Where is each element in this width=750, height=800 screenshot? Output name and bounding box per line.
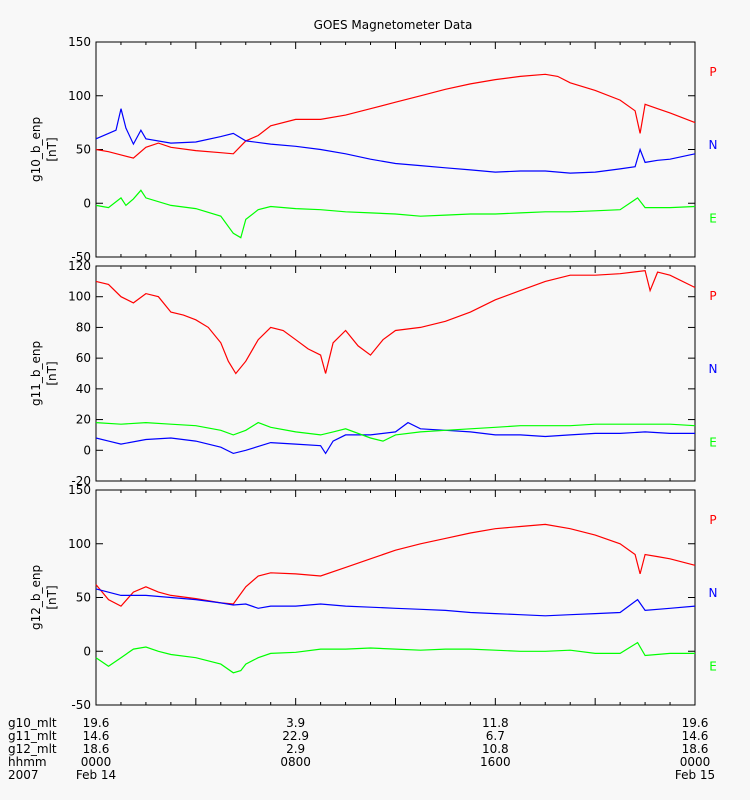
y-tick-label: 40 xyxy=(76,382,91,396)
y-tick-label: 100 xyxy=(68,537,91,551)
y-axis-unit: [nT] xyxy=(45,585,59,609)
legend-P: P xyxy=(709,513,716,527)
time-row-value: 11.8 xyxy=(482,716,509,730)
time-row-value: 19.6 xyxy=(682,716,709,730)
y-axis-label: g11_b_enp xyxy=(29,341,43,406)
time-row-value: 3.9 xyxy=(286,716,305,730)
y-tick-label: 50 xyxy=(76,143,91,157)
time-row-label: g11_mlt xyxy=(8,729,57,743)
legend-P: P xyxy=(709,289,716,303)
panel-0: -50 0 50 100 150 g10_b_enp [nT] P N E xyxy=(29,35,717,264)
y-tick-label: 120 xyxy=(68,259,91,273)
legend-N: N xyxy=(709,586,718,600)
panel-frame xyxy=(95,265,696,482)
y-tick-label: 0 xyxy=(83,443,91,457)
y-tick-label: 60 xyxy=(76,351,91,365)
time-row-value: 0000 xyxy=(81,755,112,769)
time-row-label: g12_mlt xyxy=(8,742,57,756)
time-row-label: g10_mlt xyxy=(8,716,57,730)
time-row-value: 14.6 xyxy=(682,729,709,743)
legend-E: E xyxy=(709,211,717,225)
y-tick-label: -50 xyxy=(71,698,91,712)
legend-E: E xyxy=(709,659,717,673)
y-tick-label: 150 xyxy=(68,35,91,49)
time-row-value: 18.6 xyxy=(83,742,110,756)
legend-N: N xyxy=(709,138,718,152)
series-line-N xyxy=(95,421,695,455)
series-line-E xyxy=(95,641,695,674)
y-axis-label: g12_b_enp xyxy=(29,565,43,630)
legend-N: N xyxy=(709,362,718,376)
y-axis-label: g10_b_enp xyxy=(29,117,43,182)
series-line-P xyxy=(95,523,696,607)
y-tick-label: -50 xyxy=(71,250,91,264)
time-row-value: 19.6 xyxy=(83,716,110,730)
time-row-value: 1600 xyxy=(480,755,511,769)
time-axis-table: g10_mlt 19.6 3.9 11.8 19.6 g11_mlt 14.6 22.9 6.7… xyxy=(8,716,715,782)
time-row-value: 6.7 xyxy=(486,729,505,743)
y-tick-label: 80 xyxy=(76,320,91,334)
chart-title: GOES Magnetometer Data xyxy=(314,18,473,32)
y-tick-label: 150 xyxy=(68,483,91,497)
time-row-value: 10.8 xyxy=(482,742,509,756)
time-row-value: 0800 xyxy=(280,755,311,769)
series-line-N xyxy=(95,108,696,174)
time-row-value: 0000 xyxy=(680,755,711,769)
series-line-N xyxy=(95,588,696,617)
legend-E: E xyxy=(709,435,717,449)
series-line-P xyxy=(95,269,696,375)
y-axis-unit: [nT] xyxy=(45,137,59,161)
panel-1: -20 0 20 40 60 80 100 120 g11_b_enp [nT] P N E xyxy=(29,259,717,488)
y-tick-label: -20 xyxy=(71,474,91,488)
series-line-P xyxy=(95,73,696,159)
y-tick-label: 20 xyxy=(76,413,91,427)
series-line-E xyxy=(95,421,696,442)
time-row-value: Feb 14 xyxy=(76,768,116,782)
panel-2: -50 0 50 100 150 g12_b_enp [nT] P N E xyxy=(29,483,717,712)
time-row-value: 22.9 xyxy=(282,729,309,743)
y-tick-label: 0 xyxy=(83,196,91,210)
time-row-value: 18.6 xyxy=(682,742,709,756)
time-row-value: 2.9 xyxy=(286,742,305,756)
time-row-label: hhmm xyxy=(8,755,47,769)
time-row-value: Feb 15 xyxy=(675,768,715,782)
legend-P: P xyxy=(709,65,716,79)
y-tick-label: 100 xyxy=(68,89,91,103)
time-row-value: 14.6 xyxy=(83,729,110,743)
y-tick-label: 100 xyxy=(68,290,91,304)
time-row-label: 2007 xyxy=(8,768,39,782)
y-axis-unit: [nT] xyxy=(45,361,59,385)
y-tick-label: 50 xyxy=(76,591,91,605)
y-tick-label: 0 xyxy=(83,644,91,658)
series-line-E xyxy=(95,189,696,239)
